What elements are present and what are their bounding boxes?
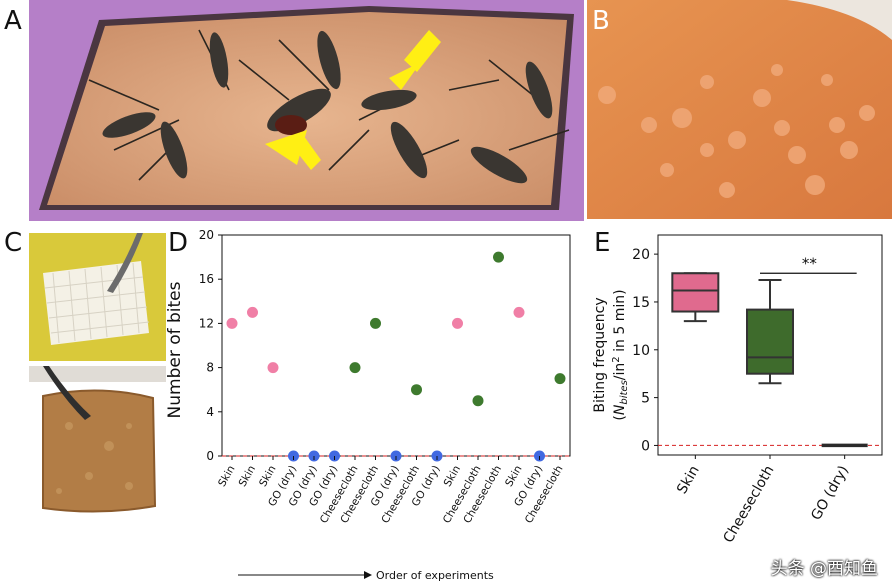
panel-d-x-axis-label: Order of experiments [236,565,536,583]
panel-d-point [267,362,279,374]
panel-b-photo [587,0,892,219]
panel-d-point [247,306,258,318]
panel-d-x-tick-label: Skin [237,464,259,489]
panel-e-y-tick-label: 5 [641,391,650,407]
panel-d-point [349,362,361,374]
panel-e-y-tick-label: 15 [632,295,650,311]
panel-d-point [472,395,484,407]
panel-d-y-tick-label: 16 [199,272,214,286]
panel-d-y-tick-label: 0 [206,449,214,463]
panel-e-significance-label: ** [802,254,818,272]
panel-e-y-axis-label-line1: Biting frequency [592,297,608,412]
panel-c-letter: C [4,228,23,258]
panel-e-x-tick-label: Skin [674,463,703,497]
panel-a-photo [29,0,584,221]
panel-e-box-chart: 0 5 10 15 20 ** Skin Cheesecloth GO (dry) Biti… [592,234,883,546]
panel-d-point [513,306,525,318]
panel-e-letter: E [594,228,611,258]
panel-b-letter: B [592,6,610,36]
cheesecloth-sample-photo [29,233,166,361]
panel-d-plot-frame [221,234,571,457]
panel-e-y-axis-label-line2: (Nbites/in2 in 5 min) [611,289,630,420]
panel-e-x-tick-label: Cheesecloth [720,463,777,546]
panel-e-y-tick-label: 20 [632,247,650,263]
panel-d-point [554,373,566,385]
panel-c-cheesecloth-photo [29,233,166,361]
panel-d-y-axis-label: Number of bites [165,281,185,418]
go-coated-sample-photo [29,366,166,525]
panel-c-go-photo [29,366,166,525]
panel-d-point [493,251,504,263]
panel-e-box-body [746,308,794,375]
watermark: 头条 @酉知鱼 [770,559,878,579]
panel-e-box-body [671,272,720,313]
panel-e-y-tick-label: 10 [632,343,650,359]
panel-d-x-tick-label: Skin [216,464,238,489]
panel-e-x-tick-label: GO (dry) [808,463,852,523]
panel-e-y-tick-label: 0 [641,438,650,454]
panel-e-box-skin [671,272,720,323]
panel-d-point [452,317,463,329]
panel-d-letter: D [168,228,189,258]
panel-a-letter: A [4,6,22,36]
bite-marks-photo [587,0,892,219]
panel-d-point [370,317,381,329]
panel-d-y-tick-label: 4 [206,405,214,419]
panel-e-box-cheesecloth [746,278,794,385]
panel-d-point [226,317,238,329]
mosquitoes-on-skin-photo [29,0,584,221]
panel-d-point [411,384,422,396]
order-of-experiments-text: Order of experiments [376,569,494,582]
panel-d-y-tick-label: 20 [199,228,214,242]
panel-d-y-tick-label: 8 [206,361,214,375]
panel-d-y-tick-label: 12 [199,316,214,330]
